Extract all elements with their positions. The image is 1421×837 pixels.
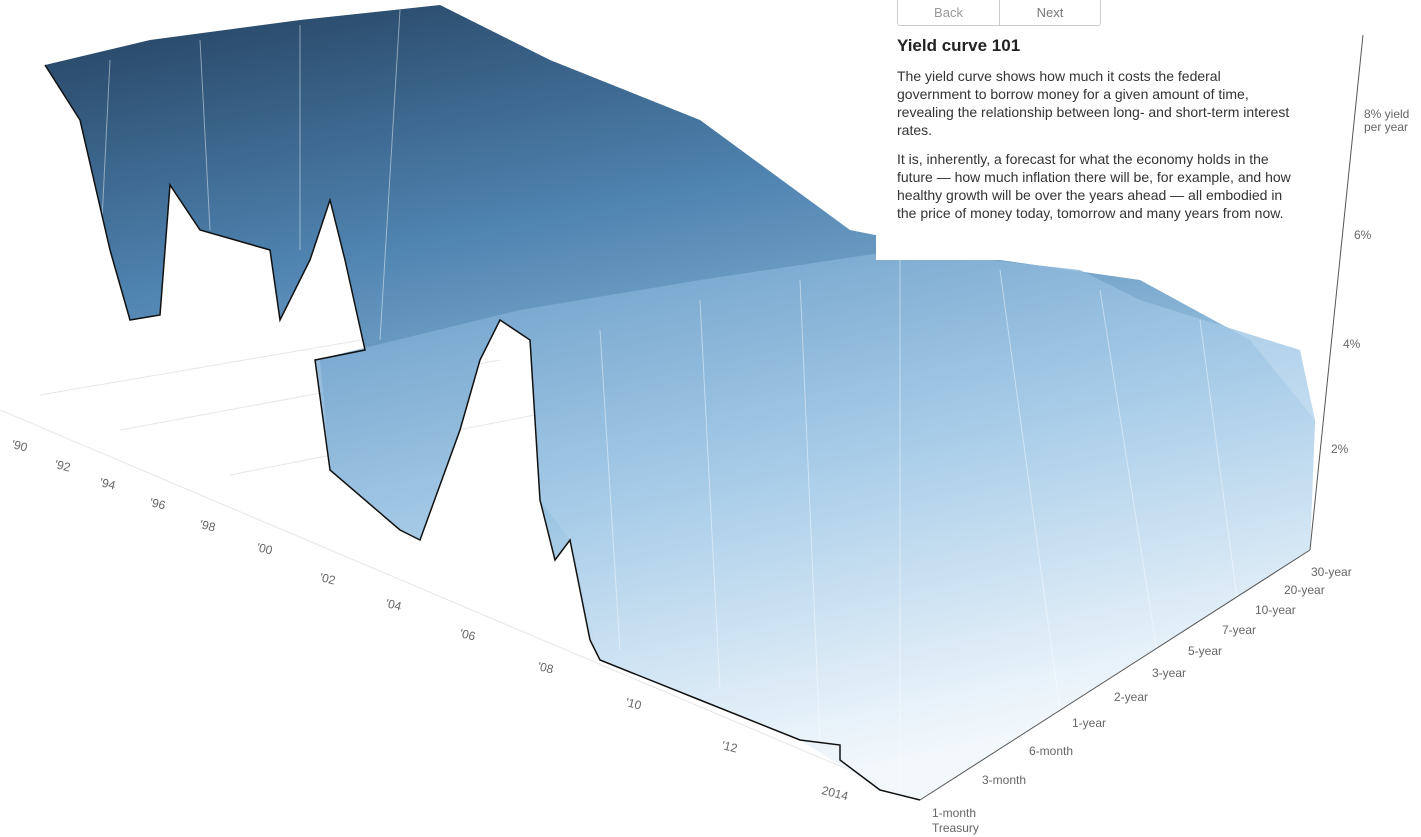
- maturity-label: 10-year: [1255, 603, 1296, 617]
- maturity-label: 5-year: [1188, 644, 1223, 658]
- back-button[interactable]: Back: [898, 0, 999, 25]
- surface-front: [315, 250, 1315, 800]
- panel-title: Yield curve 101: [897, 36, 1021, 55]
- yield-label: 2%: [1331, 442, 1349, 456]
- maturity-label: 3-year: [1152, 666, 1187, 680]
- nav: Back Next: [897, 0, 1101, 26]
- maturity-label: 30-year: [1311, 565, 1352, 579]
- yield-label: 6%: [1354, 228, 1372, 242]
- yield-label: 4%: [1343, 337, 1361, 351]
- info-panel: Back Next Yield curve 101 The yield curv…: [876, 0, 1310, 260]
- one-month-line: [44, 64, 921, 801]
- maturity-label: 6-month: [1029, 744, 1074, 758]
- maturity-label: 1-year: [1072, 716, 1107, 730]
- paragraph: It is, inherently, a forecast for what t…: [897, 151, 1291, 221]
- maturity-label: 3-month: [982, 773, 1027, 787]
- maturity-label: 1-month Treasury: [932, 806, 979, 835]
- maturity-label: 2-year: [1114, 690, 1149, 704]
- maturity-label: 20-year: [1284, 583, 1325, 597]
- yield-axis: [1309, 34, 1364, 551]
- maturity-label: 7-year: [1222, 623, 1257, 637]
- surface-ribs: [99, 9, 1241, 790]
- maturity-axis: [919, 549, 1311, 801]
- yield-label: 8% yield per year: [1364, 107, 1410, 134]
- paragraph: The yield curve shows how much it costs …: [897, 68, 1290, 138]
- next-button[interactable]: Next: [999, 0, 1100, 25]
